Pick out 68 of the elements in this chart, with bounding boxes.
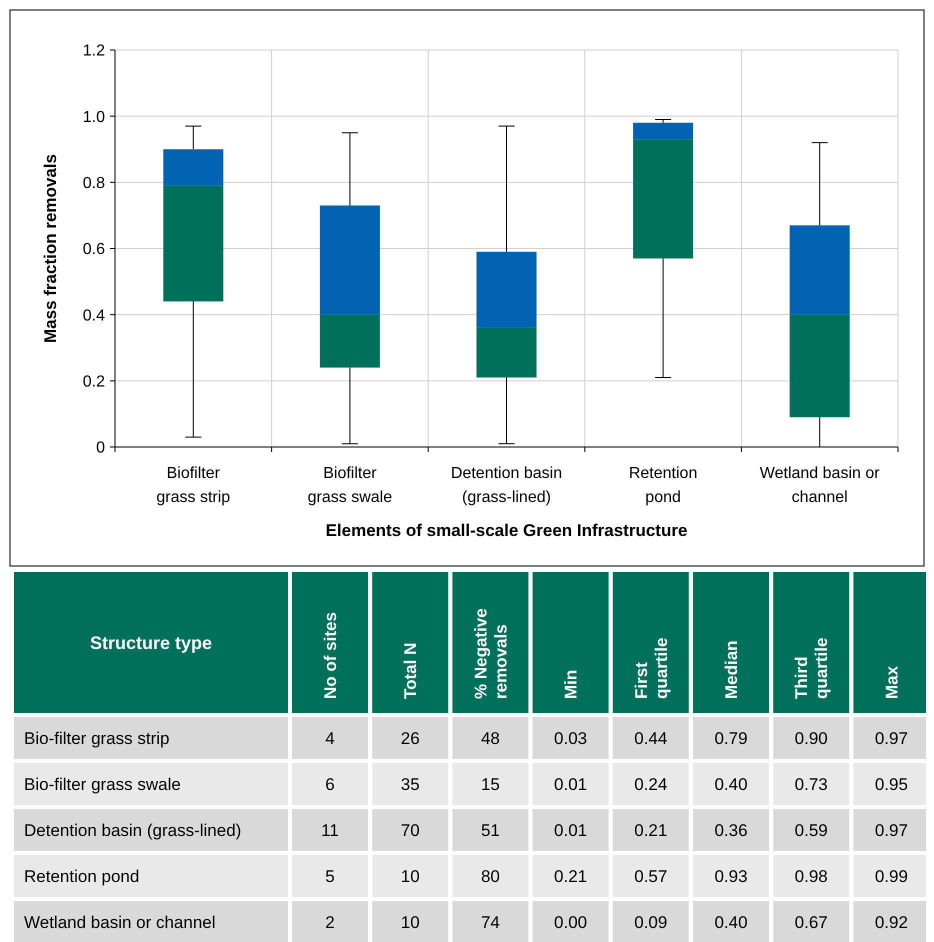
data-label: 10: [400, 866, 420, 886]
x-tick-label: Biofilter grass strip: [156, 465, 230, 506]
data-label: 0.40: [714, 774, 748, 794]
data-label: 0.09: [634, 912, 668, 932]
data-label: 0.24: [634, 774, 668, 794]
data-label: 0.00: [554, 912, 588, 932]
data-label: 0.90: [794, 728, 828, 748]
text: % Negative removals: [471, 608, 510, 699]
data-label: 0.97: [874, 820, 908, 840]
text: Max: [882, 665, 902, 699]
y-tick-label: 0.4: [82, 307, 106, 324]
data-label: 5: [325, 866, 335, 886]
text: Median: [722, 640, 741, 699]
data-label: 2: [325, 912, 335, 932]
data-label: 10: [400, 912, 420, 932]
data-label: 0.01: [554, 774, 588, 794]
data-label: 0.01: [554, 820, 588, 840]
data-label: 0.67: [794, 912, 828, 932]
data-label: 70: [400, 820, 420, 840]
data-label: 4: [325, 728, 335, 748]
category-label: Retention pond: [24, 866, 140, 886]
data-label: 0.21: [634, 820, 668, 840]
y-tick-label: 0.6: [82, 241, 106, 258]
data-label: 11: [321, 820, 339, 840]
data-label: 15: [480, 774, 500, 794]
data-label: 0.95: [874, 774, 908, 794]
text: Min: [562, 670, 581, 699]
x-axis-title: Elements of small-scale Green Infrastructure: [326, 521, 688, 540]
y-axis-title: Mass fraction removals: [41, 154, 60, 343]
data-label: 0.79: [714, 728, 748, 748]
data-label: 6: [325, 774, 335, 794]
data-label: 26: [400, 728, 420, 748]
data-label: 0.98: [794, 866, 828, 886]
data-label: 0.97: [874, 728, 908, 748]
data-label: 0.92: [874, 912, 908, 932]
data-label: 48: [480, 728, 500, 748]
text: First quartile: [632, 638, 671, 699]
category-label: Detention basin (grass-lined): [24, 820, 242, 840]
y-tick-label: 0.2: [82, 373, 106, 390]
data-label: 0.93: [714, 866, 748, 886]
y-tick-label: 0.8: [82, 174, 106, 192]
data-label: 0.36: [714, 820, 748, 840]
data-label: 0.99: [874, 866, 908, 886]
data-label: 0.57: [634, 866, 668, 886]
data-label: 74: [480, 912, 500, 932]
category-label: Wetland basin or channel: [24, 912, 216, 932]
data-label: 0.44: [634, 728, 668, 748]
data-label: 0.59: [794, 820, 828, 840]
data-label: 0.73: [794, 774, 828, 794]
y-tick-label: 1.2: [82, 42, 106, 60]
x-tick-label: Detention basin (grass-lined): [450, 465, 562, 506]
data-label: 0.40: [714, 912, 748, 932]
category-label: Bio-filter grass strip: [24, 728, 170, 748]
text: No of sites: [321, 612, 340, 699]
data-label: 80: [480, 866, 500, 886]
text: Total N: [401, 642, 420, 699]
y-tick-label: 1.0: [82, 108, 106, 126]
y-tick-label: 0: [96, 440, 106, 457]
x-tick-label: Biofilter grass swale: [308, 465, 392, 506]
data-label: 0.21: [554, 866, 588, 886]
x-tick-label: Wetland basin or channel: [760, 465, 880, 506]
data-label: 35: [400, 774, 420, 794]
category-label: Bio-filter grass swale: [24, 774, 181, 794]
x-tick-label: Retention pond: [628, 465, 698, 506]
data-label: 0.03: [554, 728, 588, 748]
data-label: 51: [480, 820, 500, 840]
text: Structure type: [90, 632, 212, 653]
text: Third quartile: [792, 638, 832, 699]
